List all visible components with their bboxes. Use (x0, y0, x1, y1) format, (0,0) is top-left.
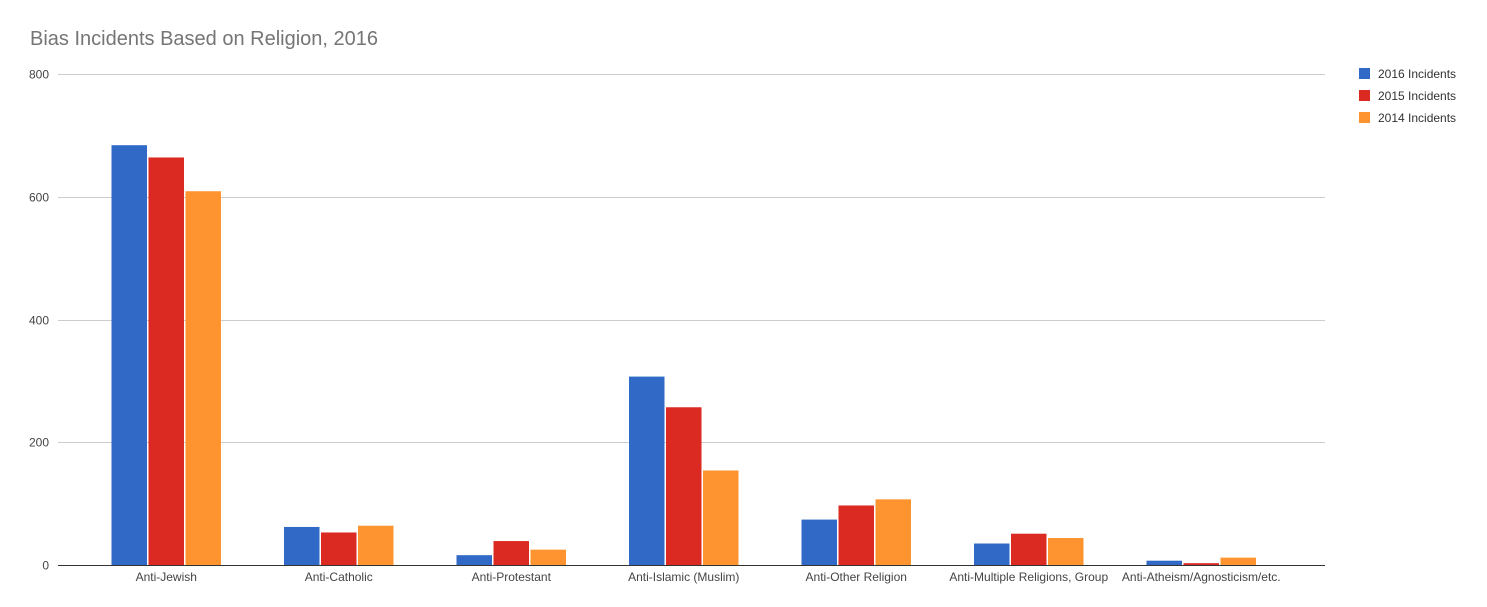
bars-layer (58, 145, 1325, 566)
bar (111, 145, 147, 565)
x-tick-label: Anti-Islamic (Muslim) (628, 570, 739, 584)
legend-label: 2014 Incidents (1378, 111, 1456, 125)
bar (666, 407, 702, 565)
bar (1146, 560, 1182, 565)
bar (974, 543, 1010, 565)
bar (838, 505, 874, 565)
y-tick-label: 600 (29, 191, 49, 205)
x-axis-labels: Anti-Jewish Anti-Catholic Anti-Protestant A… (136, 570, 1281, 584)
bar (530, 549, 566, 565)
bar (1048, 537, 1084, 565)
x-tick-label: Anti-Atheism/Agnosticism/etc. (1122, 570, 1281, 584)
x-tick-label: Anti-Jewish (136, 570, 197, 584)
chart-title: Bias Incidents Based on Religion, 2016 (30, 28, 378, 50)
legend-swatch (1359, 90, 1370, 101)
y-tick-label: 0 (42, 559, 49, 573)
legend-label: 2015 Incidents (1378, 89, 1456, 103)
y-tick-label: 200 (29, 436, 49, 450)
bar (493, 541, 529, 565)
bar (358, 525, 394, 565)
bar (703, 470, 739, 565)
bar (456, 555, 492, 565)
bar (1220, 557, 1256, 565)
x-tick-label: Anti-Catholic (305, 570, 373, 584)
bar (801, 519, 837, 565)
bar (1011, 533, 1047, 565)
bar (185, 191, 221, 565)
legend: 2016 Incidents 2015 Incidents 2014 Inciden… (1359, 67, 1456, 125)
bar (875, 499, 911, 565)
legend-label: 2016 Incidents (1378, 67, 1456, 81)
x-tick-label: Anti-Protestant (472, 570, 552, 584)
y-tick-label: 800 (29, 68, 49, 82)
bar (148, 157, 184, 565)
bar (321, 532, 357, 565)
x-tick-label: Anti-Other Religion (806, 570, 907, 584)
bar (284, 526, 320, 565)
x-tick-label: Anti-Multiple Religions, Group (949, 570, 1108, 584)
y-tick-label: 400 (29, 314, 49, 328)
bar (1183, 563, 1219, 565)
bar (629, 376, 665, 565)
legend-swatch (1359, 112, 1370, 123)
legend-swatch (1359, 68, 1370, 79)
